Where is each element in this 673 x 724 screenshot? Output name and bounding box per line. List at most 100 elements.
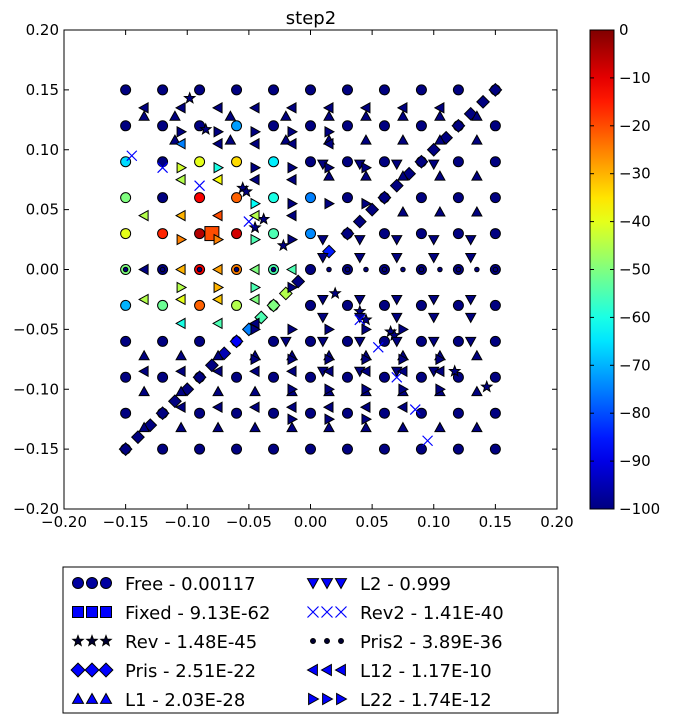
data-point <box>120 120 132 132</box>
data-point <box>231 84 243 96</box>
x-tick-label: −0.20 <box>41 513 87 531</box>
data-point <box>280 336 292 348</box>
data-point <box>204 358 219 373</box>
legend-marker <box>320 578 334 590</box>
data-point <box>248 220 262 234</box>
data-point <box>324 413 336 426</box>
data-point <box>471 170 483 181</box>
data-point <box>268 407 280 419</box>
data-point <box>194 192 206 204</box>
data-point <box>435 353 446 366</box>
legend-marker <box>307 606 319 618</box>
y-tick-label: −0.15 <box>13 440 59 458</box>
data-point <box>287 233 299 246</box>
data-point <box>155 406 170 421</box>
data-point <box>324 353 336 366</box>
data-point <box>378 371 390 383</box>
data-point <box>138 385 150 397</box>
data-point <box>427 253 440 264</box>
data-point <box>212 385 224 397</box>
data-point <box>372 341 384 353</box>
data-point <box>341 299 353 311</box>
data-point <box>120 84 132 96</box>
colorbar-tick-label: −60 <box>619 308 651 326</box>
data-point <box>250 323 262 336</box>
data-point <box>353 294 366 306</box>
data-point <box>157 228 169 240</box>
data-point <box>192 370 207 385</box>
data-point <box>390 159 403 171</box>
data-point <box>400 266 406 273</box>
data-point <box>287 383 299 396</box>
legend-marker <box>321 606 333 618</box>
data-point <box>196 266 203 273</box>
data-point <box>381 266 388 273</box>
data-point <box>361 383 372 396</box>
data-point <box>471 349 483 361</box>
data-point <box>213 281 225 294</box>
data-point <box>377 190 392 205</box>
x-tick-label: 0.15 <box>479 513 512 531</box>
data-point <box>448 364 462 377</box>
data-point <box>378 84 390 96</box>
colorbar: 0 −10 −20 −30 −40 −50 −60 −70 −80 −90 −100 <box>589 21 660 518</box>
data-point <box>157 192 169 204</box>
data-point <box>212 173 223 186</box>
data-point <box>316 294 329 306</box>
data-point <box>157 120 169 132</box>
data-point <box>316 253 329 264</box>
data-point <box>250 197 262 210</box>
x-tick-label: 0.10 <box>417 513 450 531</box>
data-point <box>138 110 150 121</box>
data-point <box>324 323 336 336</box>
data-point <box>229 334 244 349</box>
legend-marker <box>335 606 347 618</box>
data-point <box>157 335 169 347</box>
data-point <box>452 192 464 204</box>
colorbar-tick-label: −10 <box>619 69 651 87</box>
data-point <box>415 120 427 132</box>
data-point <box>433 365 445 378</box>
data-point <box>378 120 390 132</box>
data-point <box>194 443 206 455</box>
data-point <box>390 312 403 324</box>
data-point <box>322 101 334 114</box>
legend-entry: Rev - 1.48E-45 <box>71 632 257 653</box>
data-point <box>176 125 188 138</box>
legend-marker <box>98 662 114 678</box>
data-point <box>434 205 446 217</box>
data-point <box>427 235 440 246</box>
legend-marker <box>334 578 348 590</box>
data-point <box>363 266 369 273</box>
data-point <box>323 110 335 121</box>
data-point <box>157 84 169 96</box>
data-point <box>360 170 372 181</box>
data-point <box>167 394 182 409</box>
legend-entry: L1 - 2.03E-28 <box>71 690 245 711</box>
data-point <box>398 353 409 366</box>
x-tick-label: −0.15 <box>103 513 149 531</box>
y-tick-label: −0.10 <box>13 380 59 398</box>
data-point <box>268 156 280 168</box>
data-point <box>396 101 408 114</box>
data-point <box>452 156 464 168</box>
data-point <box>287 323 299 336</box>
data-point <box>175 173 186 186</box>
data-point <box>322 365 334 378</box>
legend-marker <box>70 662 86 678</box>
legend-marker <box>85 692 99 704</box>
legend-marker <box>338 638 344 644</box>
data-point <box>287 281 299 294</box>
data-point <box>305 156 316 168</box>
data-point <box>326 266 332 273</box>
data-point <box>489 228 501 240</box>
y-tick-label: 0.05 <box>26 201 59 219</box>
data-point <box>489 371 501 383</box>
data-point <box>489 192 501 204</box>
data-point <box>120 299 132 311</box>
x-tick-label: −0.05 <box>226 513 272 531</box>
legend-marker <box>334 663 346 677</box>
legend-marker <box>85 634 99 647</box>
data-point <box>268 443 280 455</box>
data-point <box>415 192 427 204</box>
